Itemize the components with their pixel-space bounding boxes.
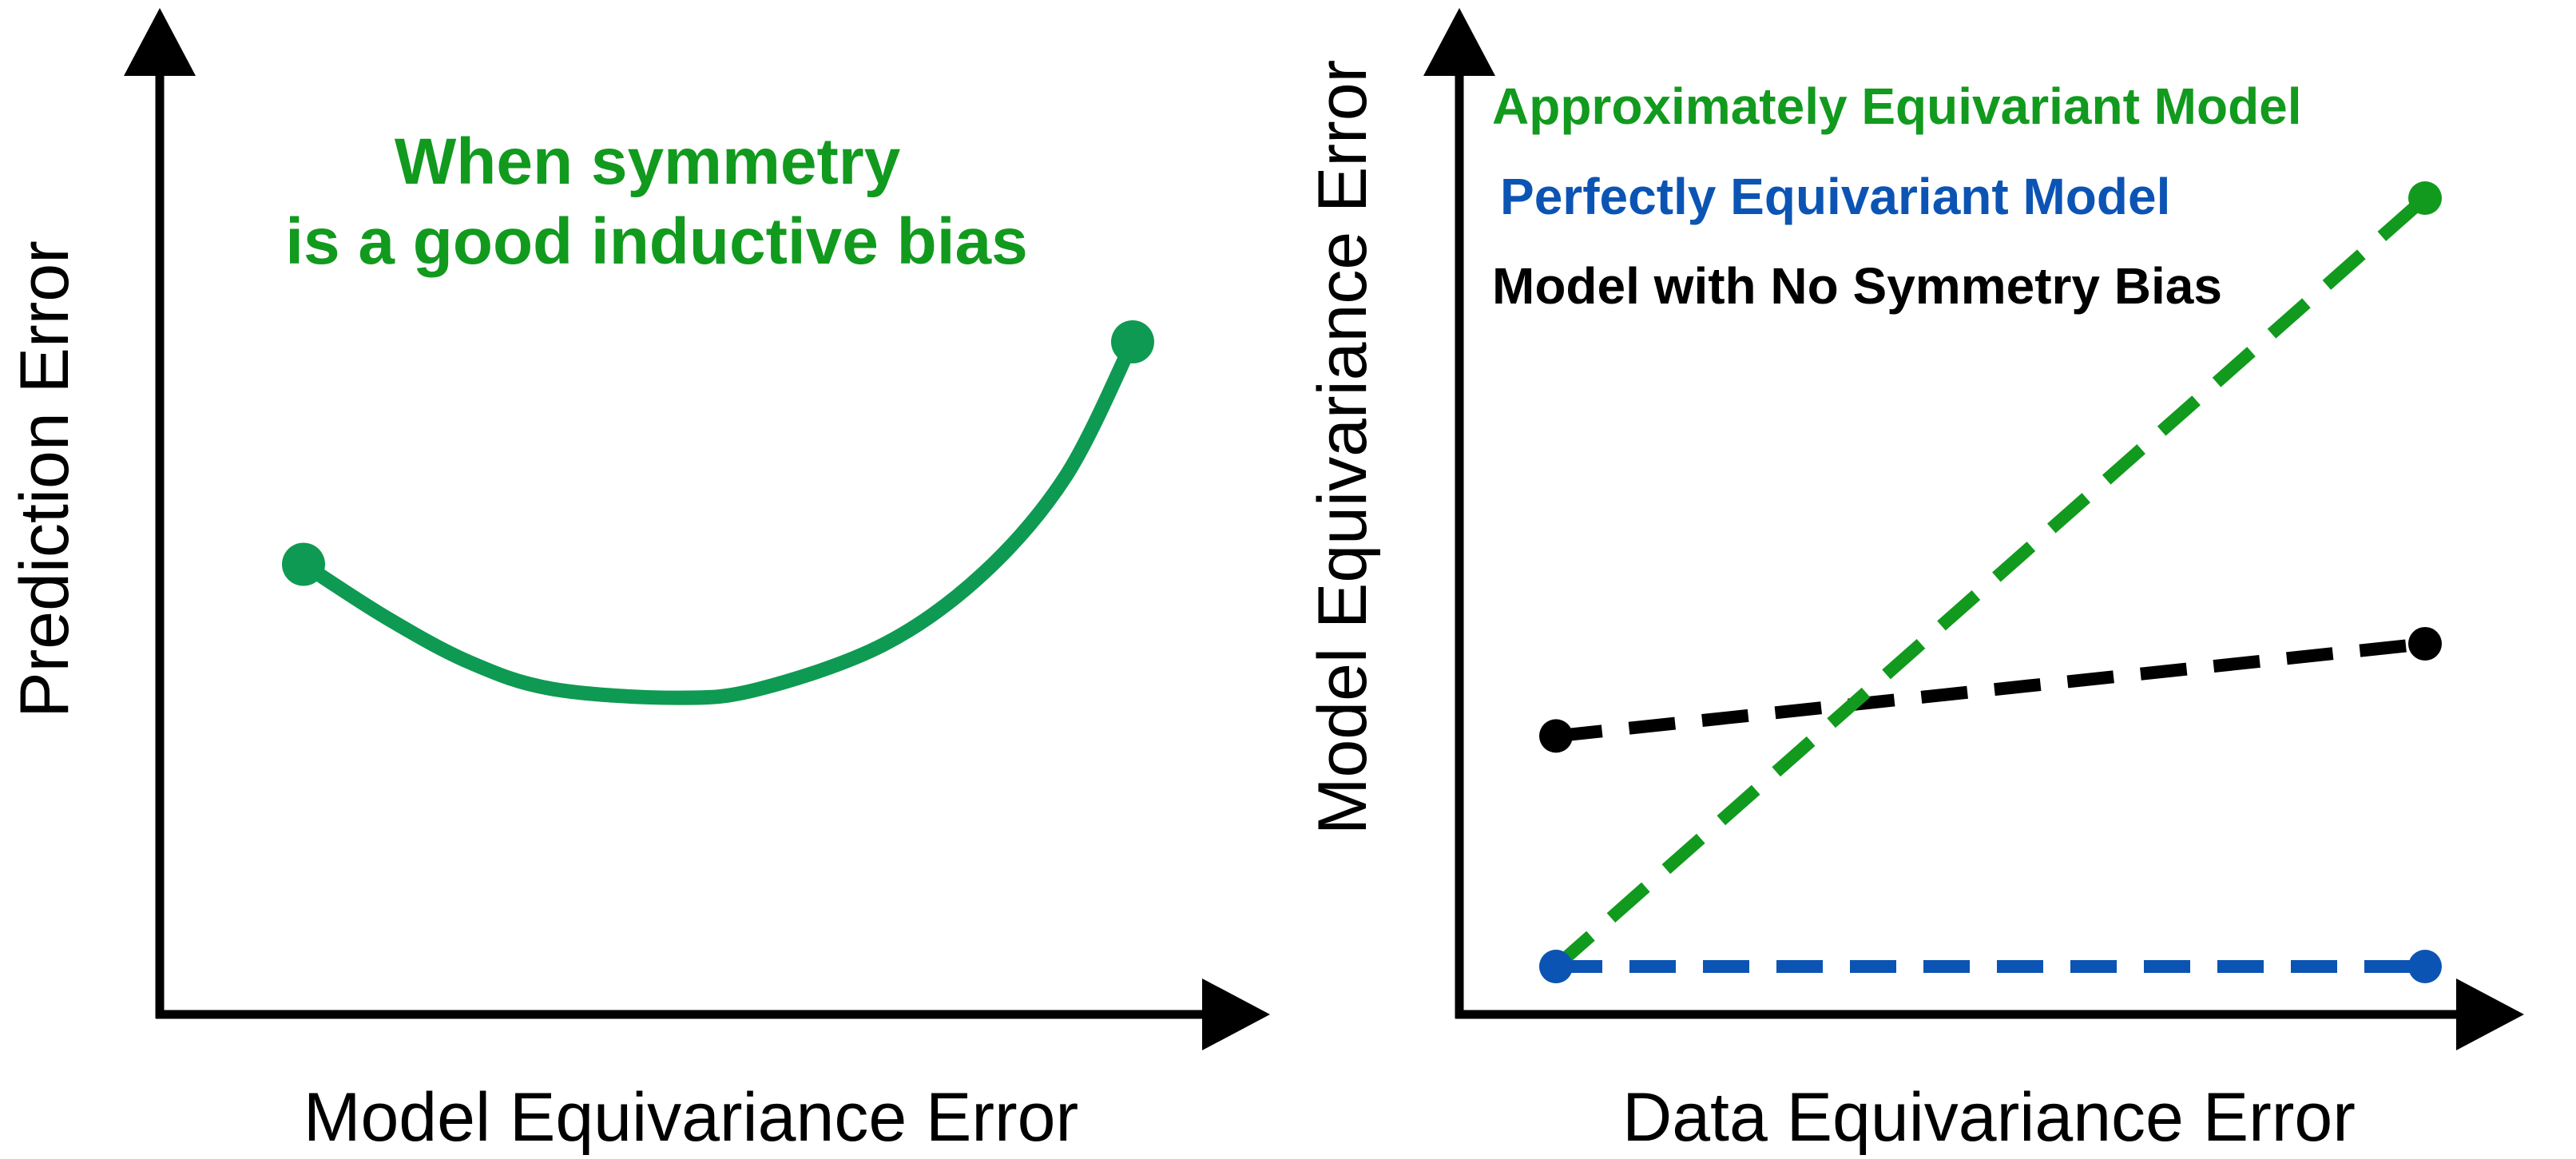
right-chart: Data Equivariance Error Model Equivarian… bbox=[1304, 8, 2524, 1156]
curve-end-point bbox=[1111, 320, 1154, 363]
right-y-axis-arrowhead bbox=[1423, 8, 1495, 76]
right-x-axis-arrowhead bbox=[2456, 978, 2524, 1050]
legend-entry-perfectly-equivariant: Perfectly Equivariant Model bbox=[1500, 168, 2170, 225]
prediction-error-curve bbox=[296, 335, 1140, 705]
left-plot-area bbox=[282, 320, 1154, 705]
right-x-axis-label: Data Equivariance Error bbox=[1622, 1079, 2356, 1156]
series-line-approximately-equivariant bbox=[1551, 193, 2430, 971]
series-line-no-symmetry-bias bbox=[1555, 637, 2426, 743]
left-annotation: When symmetry is a good inductive bias bbox=[285, 125, 1028, 278]
point-perfectly-equivariant-start bbox=[1539, 950, 1573, 983]
point-no-symmetry-bias-start bbox=[1539, 719, 1573, 753]
point-approximately-equivariant-end bbox=[2408, 181, 2442, 215]
legend-entry-approximately-equivariant: Approximately Equivariant Model bbox=[1492, 77, 2302, 135]
annotation-line-1: When symmetry bbox=[395, 125, 901, 198]
annotation-line-2: is a good inductive bias bbox=[285, 205, 1028, 278]
curve-start-point bbox=[282, 542, 325, 586]
left-y-axis-label: Prediction Error bbox=[6, 240, 83, 717]
left-x-axis-label: Model Equivariance Error bbox=[304, 1079, 1078, 1156]
left-x-axis-arrowhead bbox=[1202, 978, 1270, 1050]
point-perfectly-equivariant-end bbox=[2408, 950, 2442, 983]
left-y-axis-arrowhead bbox=[124, 8, 196, 76]
right-plot-area bbox=[1539, 181, 2442, 983]
right-y-axis-label: Model Equivariance Error bbox=[1304, 60, 1381, 835]
legend: Approximately Equivariant Model Perfectl… bbox=[1492, 77, 2302, 315]
point-no-symmetry-bias-end bbox=[2408, 626, 2442, 661]
legend-entry-no-symmetry-bias: Model with No Symmetry Bias bbox=[1492, 257, 2222, 315]
left-chart: Model Equivariance Error Prediction Erro… bbox=[6, 8, 1270, 1156]
